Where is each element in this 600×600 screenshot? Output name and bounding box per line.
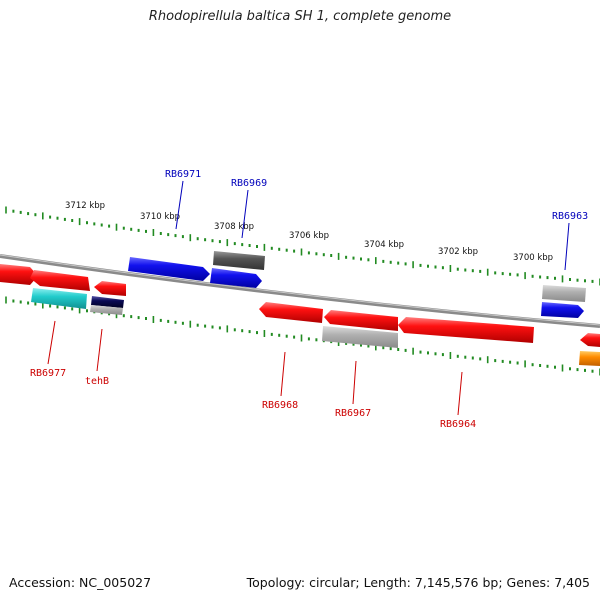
scale-label: 3710 kbp	[140, 212, 180, 222]
scale-label: 3706 kbp	[289, 231, 329, 241]
gene-grey-small[interactable]	[90, 305, 123, 315]
gene-red-2[interactable]	[30, 270, 90, 291]
leader-line	[241, 189, 249, 239]
gene-labels: RB6971 RB6969 RB6963 RB6977 tehB RB6968 …	[30, 169, 588, 430]
gene-red-3[interactable]	[94, 281, 126, 296]
inner-scale-ticks	[5, 296, 600, 376]
gene-cyan[interactable]	[31, 288, 87, 309]
outer-scale-ticks	[5, 206, 600, 286]
gene-label-rb6963[interactable]: RB6963	[552, 211, 588, 222]
gene-red-5[interactable]	[324, 310, 398, 331]
gene-grey-right[interactable]	[542, 285, 586, 302]
leader-line	[457, 371, 463, 416]
gene-blue-3[interactable]	[541, 302, 584, 318]
gene-red-4[interactable]	[259, 302, 323, 323]
leader-line	[352, 360, 357, 405]
gene-label-rb6971[interactable]: RB6971	[165, 169, 201, 180]
gene-orange[interactable]	[579, 351, 600, 366]
gene-red-left[interactable]	[0, 264, 38, 285]
gene-label-rb6968[interactable]: RB6968	[262, 400, 298, 411]
leader-line	[96, 328, 103, 372]
gene-navy[interactable]	[91, 296, 124, 308]
leader-line	[280, 351, 286, 397]
gene-label-rb6964[interactable]: RB6964	[440, 419, 476, 430]
genome-backbone-highlight	[0, 254, 600, 326]
gene-blue-2[interactable]	[210, 268, 262, 288]
gene-red-right[interactable]	[580, 333, 600, 347]
map-title: Rhodopirellula baltica SH 1, complete ge…	[148, 9, 452, 24]
gene-grey-mid[interactable]	[322, 326, 398, 348]
gene-features	[0, 251, 600, 366]
leader-line	[47, 320, 56, 365]
scale-label: 3704 kbp	[364, 240, 404, 250]
gene-blue-1[interactable]	[128, 257, 210, 281]
gene-red-6[interactable]	[398, 317, 534, 343]
label-leader-lines	[47, 180, 570, 416]
scale-labels: 3712 kbp 3710 kbp 3708 kbp 3706 kbp 3704…	[65, 201, 553, 263]
scale-label: 3708 kbp	[214, 222, 254, 232]
scale-label: 3702 kbp	[438, 247, 478, 257]
gene-darkgrey[interactable]	[213, 251, 265, 270]
genome-summary-text: Topology: circular; Length: 7,145,576 bp…	[246, 575, 590, 590]
accession-text: Accession: NC_005027	[9, 575, 152, 590]
scale-label: 3712 kbp	[65, 201, 105, 211]
leader-line	[175, 180, 184, 230]
gene-label-tehb[interactable]: tehB	[85, 376, 109, 387]
gene-label-rb6977[interactable]: RB6977	[30, 368, 66, 379]
genome-backbone	[0, 254, 600, 328]
gene-label-rb6967[interactable]: RB6967	[335, 408, 371, 419]
leader-line	[564, 222, 570, 271]
scale-label: 3700 kbp	[513, 253, 553, 263]
gene-label-rb6969[interactable]: RB6969	[231, 178, 267, 189]
